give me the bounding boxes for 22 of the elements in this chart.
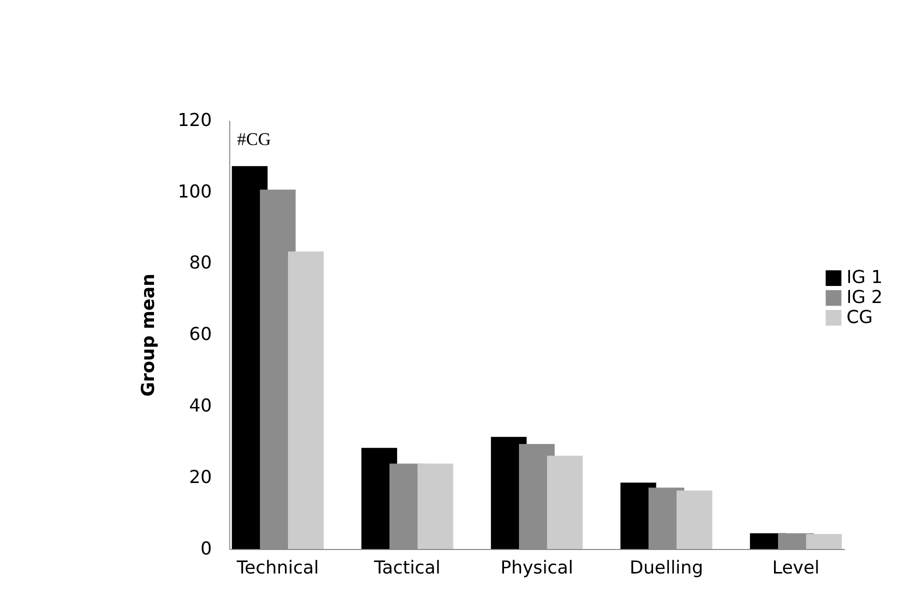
- y-tick-label: 40: [189, 396, 212, 417]
- legend-label: IG 2: [846, 286, 883, 308]
- bar: [806, 534, 842, 550]
- bar: [418, 464, 454, 550]
- y-tick-label: 0: [200, 538, 212, 560]
- bar: [288, 251, 324, 550]
- y-tick-label: 20: [189, 467, 212, 488]
- y-tick-label: 60: [189, 324, 212, 346]
- x-tick-label: Physical: [500, 557, 574, 578]
- y-tick-label: 120: [178, 110, 212, 131]
- x-tick-label: Level: [772, 557, 820, 578]
- y-tick-label: 100: [178, 181, 212, 202]
- annotation: #CG: [237, 129, 272, 150]
- bar: [676, 490, 712, 550]
- x-tick-label: Duelling: [630, 557, 704, 578]
- legend-label: CG: [846, 306, 873, 328]
- x-tick-label: Technical: [236, 557, 319, 578]
- bar: [547, 456, 583, 550]
- legend-label: IG 1: [846, 267, 883, 288]
- y-axis-title: Group mean: [138, 274, 159, 397]
- x-tick-label: Tactical: [373, 557, 441, 578]
- y-tick-label: 80: [189, 252, 212, 274]
